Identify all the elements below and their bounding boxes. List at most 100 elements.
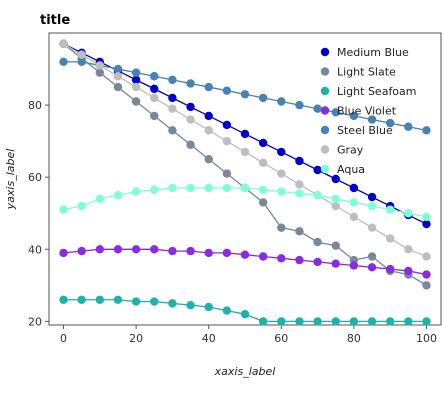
data-point-light-seafoam bbox=[150, 297, 159, 306]
data-point-blue-violet bbox=[404, 266, 413, 276]
legend-label: Aqua bbox=[337, 163, 365, 176]
data-point-medium-blue bbox=[168, 93, 177, 103]
data-point-aqua bbox=[77, 201, 86, 211]
data-point-steel-blue bbox=[295, 100, 304, 110]
data-point-gray bbox=[404, 245, 413, 254]
legend-marker bbox=[320, 125, 330, 135]
data-point-gray bbox=[295, 180, 304, 189]
legend-label: Blue Violet bbox=[337, 105, 397, 118]
data-point-steel-blue bbox=[113, 64, 123, 74]
data-point-light-seafoam bbox=[404, 317, 413, 326]
series-layer bbox=[59, 39, 431, 326]
series-light-seafoam bbox=[59, 295, 431, 326]
data-point-blue-violet bbox=[222, 248, 232, 258]
data-point-gray bbox=[349, 212, 359, 222]
x-tick-label: 20 bbox=[129, 332, 143, 345]
data-point-blue-violet bbox=[186, 246, 195, 256]
y-tick-label: 20 bbox=[28, 315, 42, 328]
data-point-light-seafoam bbox=[204, 302, 213, 312]
data-point-steel-blue bbox=[222, 86, 232, 95]
data-point-aqua bbox=[186, 183, 195, 193]
data-point-steel-blue bbox=[186, 79, 195, 88]
data-point-blue-violet bbox=[349, 261, 359, 270]
data-point-gray bbox=[422, 252, 431, 261]
legend-label: Gray bbox=[337, 144, 364, 157]
x-axis-title: xaxis_label bbox=[214, 365, 276, 378]
data-point-gray bbox=[277, 169, 286, 178]
data-point-light-slate bbox=[258, 198, 268, 207]
legend-item: Light Seafoam bbox=[320, 85, 417, 98]
data-point-aqua bbox=[240, 183, 250, 193]
data-point-blue-violet bbox=[150, 245, 159, 254]
chart-title: title bbox=[40, 13, 70, 28]
legend-marker bbox=[320, 86, 330, 96]
y-axis: 20 40 60 80 bbox=[28, 99, 49, 328]
data-point-light-seafoam bbox=[240, 309, 250, 319]
y-axis-title: yaxis_label bbox=[4, 149, 17, 211]
data-point-light-seafoam bbox=[222, 306, 232, 315]
data-point-light-slate bbox=[422, 281, 431, 290]
data-point-steel-blue bbox=[277, 97, 286, 106]
data-point-gray bbox=[95, 61, 105, 70]
plot-area bbox=[48, 32, 442, 326]
data-point-light-seafoam bbox=[385, 317, 395, 326]
data-point-blue-violet bbox=[331, 259, 340, 268]
data-point-steel-blue bbox=[240, 90, 250, 99]
y-tick-label: 60 bbox=[28, 171, 42, 184]
data-point-gray bbox=[131, 82, 141, 92]
data-point-gray bbox=[59, 39, 68, 49]
data-point-medium-blue bbox=[150, 84, 159, 94]
data-point-light-seafoam bbox=[295, 317, 304, 326]
legend-marker bbox=[320, 164, 330, 174]
data-point-medium-blue bbox=[204, 111, 213, 121]
data-point-light-seafoam bbox=[367, 317, 377, 326]
data-point-aqua bbox=[222, 183, 232, 193]
data-point-aqua bbox=[295, 189, 304, 198]
data-point-blue-violet bbox=[131, 245, 141, 254]
data-point-light-seafoam bbox=[168, 299, 177, 308]
series-aqua bbox=[59, 183, 431, 222]
data-point-aqua bbox=[404, 209, 413, 218]
data-point-steel-blue bbox=[131, 68, 141, 77]
data-point-steel-blue bbox=[59, 57, 68, 67]
data-point-blue-violet bbox=[313, 257, 322, 267]
data-point-light-slate bbox=[150, 111, 159, 121]
data-point-light-slate bbox=[113, 82, 123, 92]
data-point-light-seafoam bbox=[277, 317, 286, 326]
data-point-aqua bbox=[277, 187, 286, 196]
data-point-steel-blue bbox=[77, 57, 86, 67]
data-point-light-seafoam bbox=[186, 300, 195, 310]
data-point-aqua bbox=[168, 183, 177, 193]
data-point-gray bbox=[150, 93, 159, 103]
data-point-medium-blue bbox=[240, 129, 250, 139]
data-point-light-slate bbox=[131, 97, 141, 106]
data-point-medium-blue bbox=[295, 156, 304, 166]
data-point-light-slate bbox=[295, 227, 304, 236]
legend-item: Blue Violet bbox=[320, 105, 397, 118]
legend-item: Aqua bbox=[320, 163, 365, 176]
data-point-blue-violet bbox=[295, 255, 304, 265]
data-point-blue-violet bbox=[204, 248, 213, 258]
data-point-aqua bbox=[367, 201, 377, 211]
data-point-light-seafoam bbox=[422, 317, 431, 326]
data-point-medium-blue bbox=[331, 174, 340, 184]
data-point-light-seafoam bbox=[59, 295, 68, 304]
data-point-aqua bbox=[204, 183, 213, 193]
data-point-blue-violet bbox=[385, 264, 395, 274]
series-blue-violet bbox=[59, 245, 431, 279]
data-point-aqua bbox=[331, 194, 340, 204]
data-point-blue-violet bbox=[95, 245, 105, 254]
data-point-light-slate bbox=[313, 237, 322, 247]
data-point-light-seafoam bbox=[95, 295, 105, 304]
data-point-blue-violet bbox=[258, 252, 268, 261]
data-point-light-seafoam bbox=[349, 317, 359, 326]
data-point-blue-violet bbox=[422, 270, 431, 279]
data-point-blue-violet bbox=[367, 263, 377, 272]
legend: Medium Blue Light Slate Light Seafoam Blue … bbox=[320, 46, 417, 176]
data-point-aqua bbox=[59, 205, 68, 214]
data-point-aqua bbox=[113, 191, 123, 200]
legend-item: Medium Blue bbox=[320, 46, 409, 59]
series-steel-blue bbox=[59, 57, 431, 135]
data-point-aqua bbox=[95, 194, 105, 204]
legend-label: Light Seafoam bbox=[337, 85, 417, 98]
